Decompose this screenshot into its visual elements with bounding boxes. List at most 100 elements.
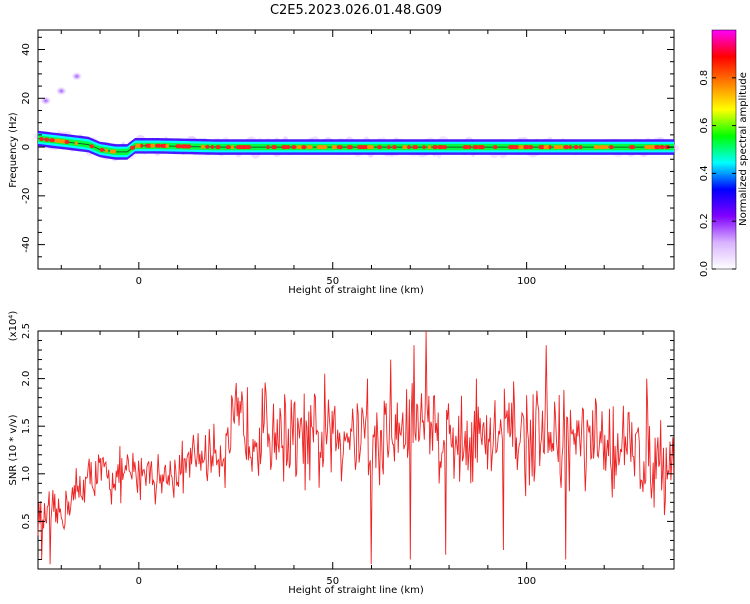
heatmap-peak: [599, 145, 605, 150]
heatmap-peak: [44, 137, 50, 142]
heatmap-peak: [412, 145, 418, 150]
heatmap-peak: [296, 145, 302, 150]
heatmap-peak: [104, 148, 108, 153]
colorbar: 0.0 0.2 0.4 0.6 0.8 Normalized spectral ampl…: [699, 29, 749, 277]
heatmap-peak: [99, 147, 105, 152]
heatmap-blob: [56, 87, 67, 95]
heatmap-peak: [609, 145, 614, 150]
heatmap-peak: [225, 145, 231, 150]
heatmap-ytick-label: 0: [21, 144, 32, 150]
heatmap-peak: [553, 145, 560, 150]
heatmap-peak: [437, 145, 444, 150]
snr-ytick-label: 2.0: [21, 371, 32, 387]
heatmap-peak: [578, 145, 583, 150]
heatmap-peak: [644, 145, 652, 150]
snr-ylabel: SNR (10 * v/v): [8, 414, 19, 485]
heatmap-peak: [407, 145, 411, 150]
heatmap-peak: [568, 145, 572, 150]
heatmap-ytick-label: 40: [21, 43, 32, 56]
colorbar-tick-label: 0.6: [699, 118, 710, 134]
heatmap-peak: [210, 145, 214, 149]
heatmap-peak: [140, 143, 144, 148]
heatmap-xtick-label: 0: [136, 276, 142, 287]
snr-series-line: [37, 330, 675, 565]
heatmap-peak: [205, 144, 210, 149]
heatmap-peak: [59, 139, 66, 144]
heatmap-peak: [185, 144, 192, 149]
heatmap-peak: [604, 145, 609, 150]
heatmap-peak: [518, 145, 524, 150]
snr-xtick-label: 0: [136, 576, 142, 587]
heatmap-peak: [236, 145, 243, 150]
heatmap-peak: [286, 145, 291, 150]
heatmap-peak: [231, 145, 235, 150]
heatmap-content: [33, 72, 680, 162]
heatmap-peak: [528, 145, 534, 150]
heatmap-peak: [346, 145, 353, 150]
heatmap-ytick-label: 20: [21, 92, 32, 105]
heatmap-peak: [49, 138, 55, 143]
heatmap-peak: [387, 145, 391, 150]
colorbar-tick-label: 0.2: [699, 213, 710, 229]
snr-plot-area: [37, 330, 675, 570]
colorbar-gradient: [711, 29, 737, 270]
heatmap-peak: [54, 138, 62, 143]
heatmap-band: [38, 135, 674, 156]
heatmap-peak: [548, 145, 552, 150]
heatmap-peak: [155, 143, 161, 148]
heatmap-peak: [538, 145, 545, 150]
heatmap-peak: [200, 144, 205, 149]
heatmap-peak: [266, 145, 270, 150]
heatmap-peak: [135, 143, 142, 148]
heatmap-peak: [331, 145, 337, 150]
heatmap-blob: [71, 72, 82, 81]
heatmap-peak: [215, 145, 221, 150]
snr-xlabel: Height of straight line (km): [288, 585, 424, 596]
heatmap-peak: [74, 141, 78, 146]
colorbar-tick-label: 0.0: [699, 261, 710, 277]
colorbar-axes: 0.0 0.2 0.4 0.6 0.8: [699, 70, 736, 277]
heatmap-peak: [402, 145, 408, 150]
heatmap-peak: [241, 145, 248, 150]
heatmap-peak: [130, 145, 135, 150]
heatmap-peak: [659, 145, 665, 150]
heatmap-peak: [316, 145, 324, 150]
colorbar-label: Normalized spectral amplitude: [738, 72, 749, 226]
heatmap-peak: [145, 143, 152, 148]
heatmap-peak: [165, 144, 169, 148]
heatmap-peak: [291, 145, 297, 150]
heatmap-peak: [336, 145, 343, 150]
heatmap-peak: [543, 145, 550, 150]
heatmap-peak: [513, 145, 519, 150]
heatmap-xtick-label: 100: [517, 276, 536, 287]
colorbar-tick-label: 0.8: [699, 70, 710, 86]
snr-ytick-label: 2.5: [21, 323, 32, 339]
heatmap-xlabel: Height of straight line (km): [288, 285, 424, 296]
heatmap-peak: [89, 144, 94, 149]
heatmap-ylabel: Frequency (Hz): [8, 112, 19, 188]
heatmap-peak: [427, 145, 432, 150]
heatmap-peak: [150, 143, 155, 148]
snr-xtick-label: 50: [326, 576, 339, 587]
snr-ytick-label: 1.5: [21, 418, 32, 434]
heatmap-panel: 0 50 100 -40 -20 0 20 40 Height of straight lin…: [8, 29, 680, 296]
snr-ytick-label: 0.5: [21, 513, 32, 529]
heatmap-peak: [649, 145, 657, 150]
heatmap-peak: [64, 140, 70, 144]
heatmap-axes: 0 50 100 -40 -20 0 20 40: [21, 30, 674, 287]
heatmap-peak: [442, 145, 447, 150]
heatmap-peak: [357, 145, 364, 150]
heatmap-peak: [467, 145, 472, 150]
heatmap-ytick-label: -40: [21, 236, 32, 252]
heatmap-ytick-label: -20: [21, 188, 32, 204]
heatmap-peak: [493, 145, 498, 150]
heatmap-peak: [654, 145, 660, 150]
heatmap-peak: [321, 145, 328, 150]
snr-xtick-label: 100: [517, 576, 536, 587]
heatmap-peak: [306, 145, 313, 150]
heatmap-peak: [563, 145, 569, 150]
heatmap-peak: [377, 145, 382, 150]
heatmap-peak: [523, 145, 530, 150]
